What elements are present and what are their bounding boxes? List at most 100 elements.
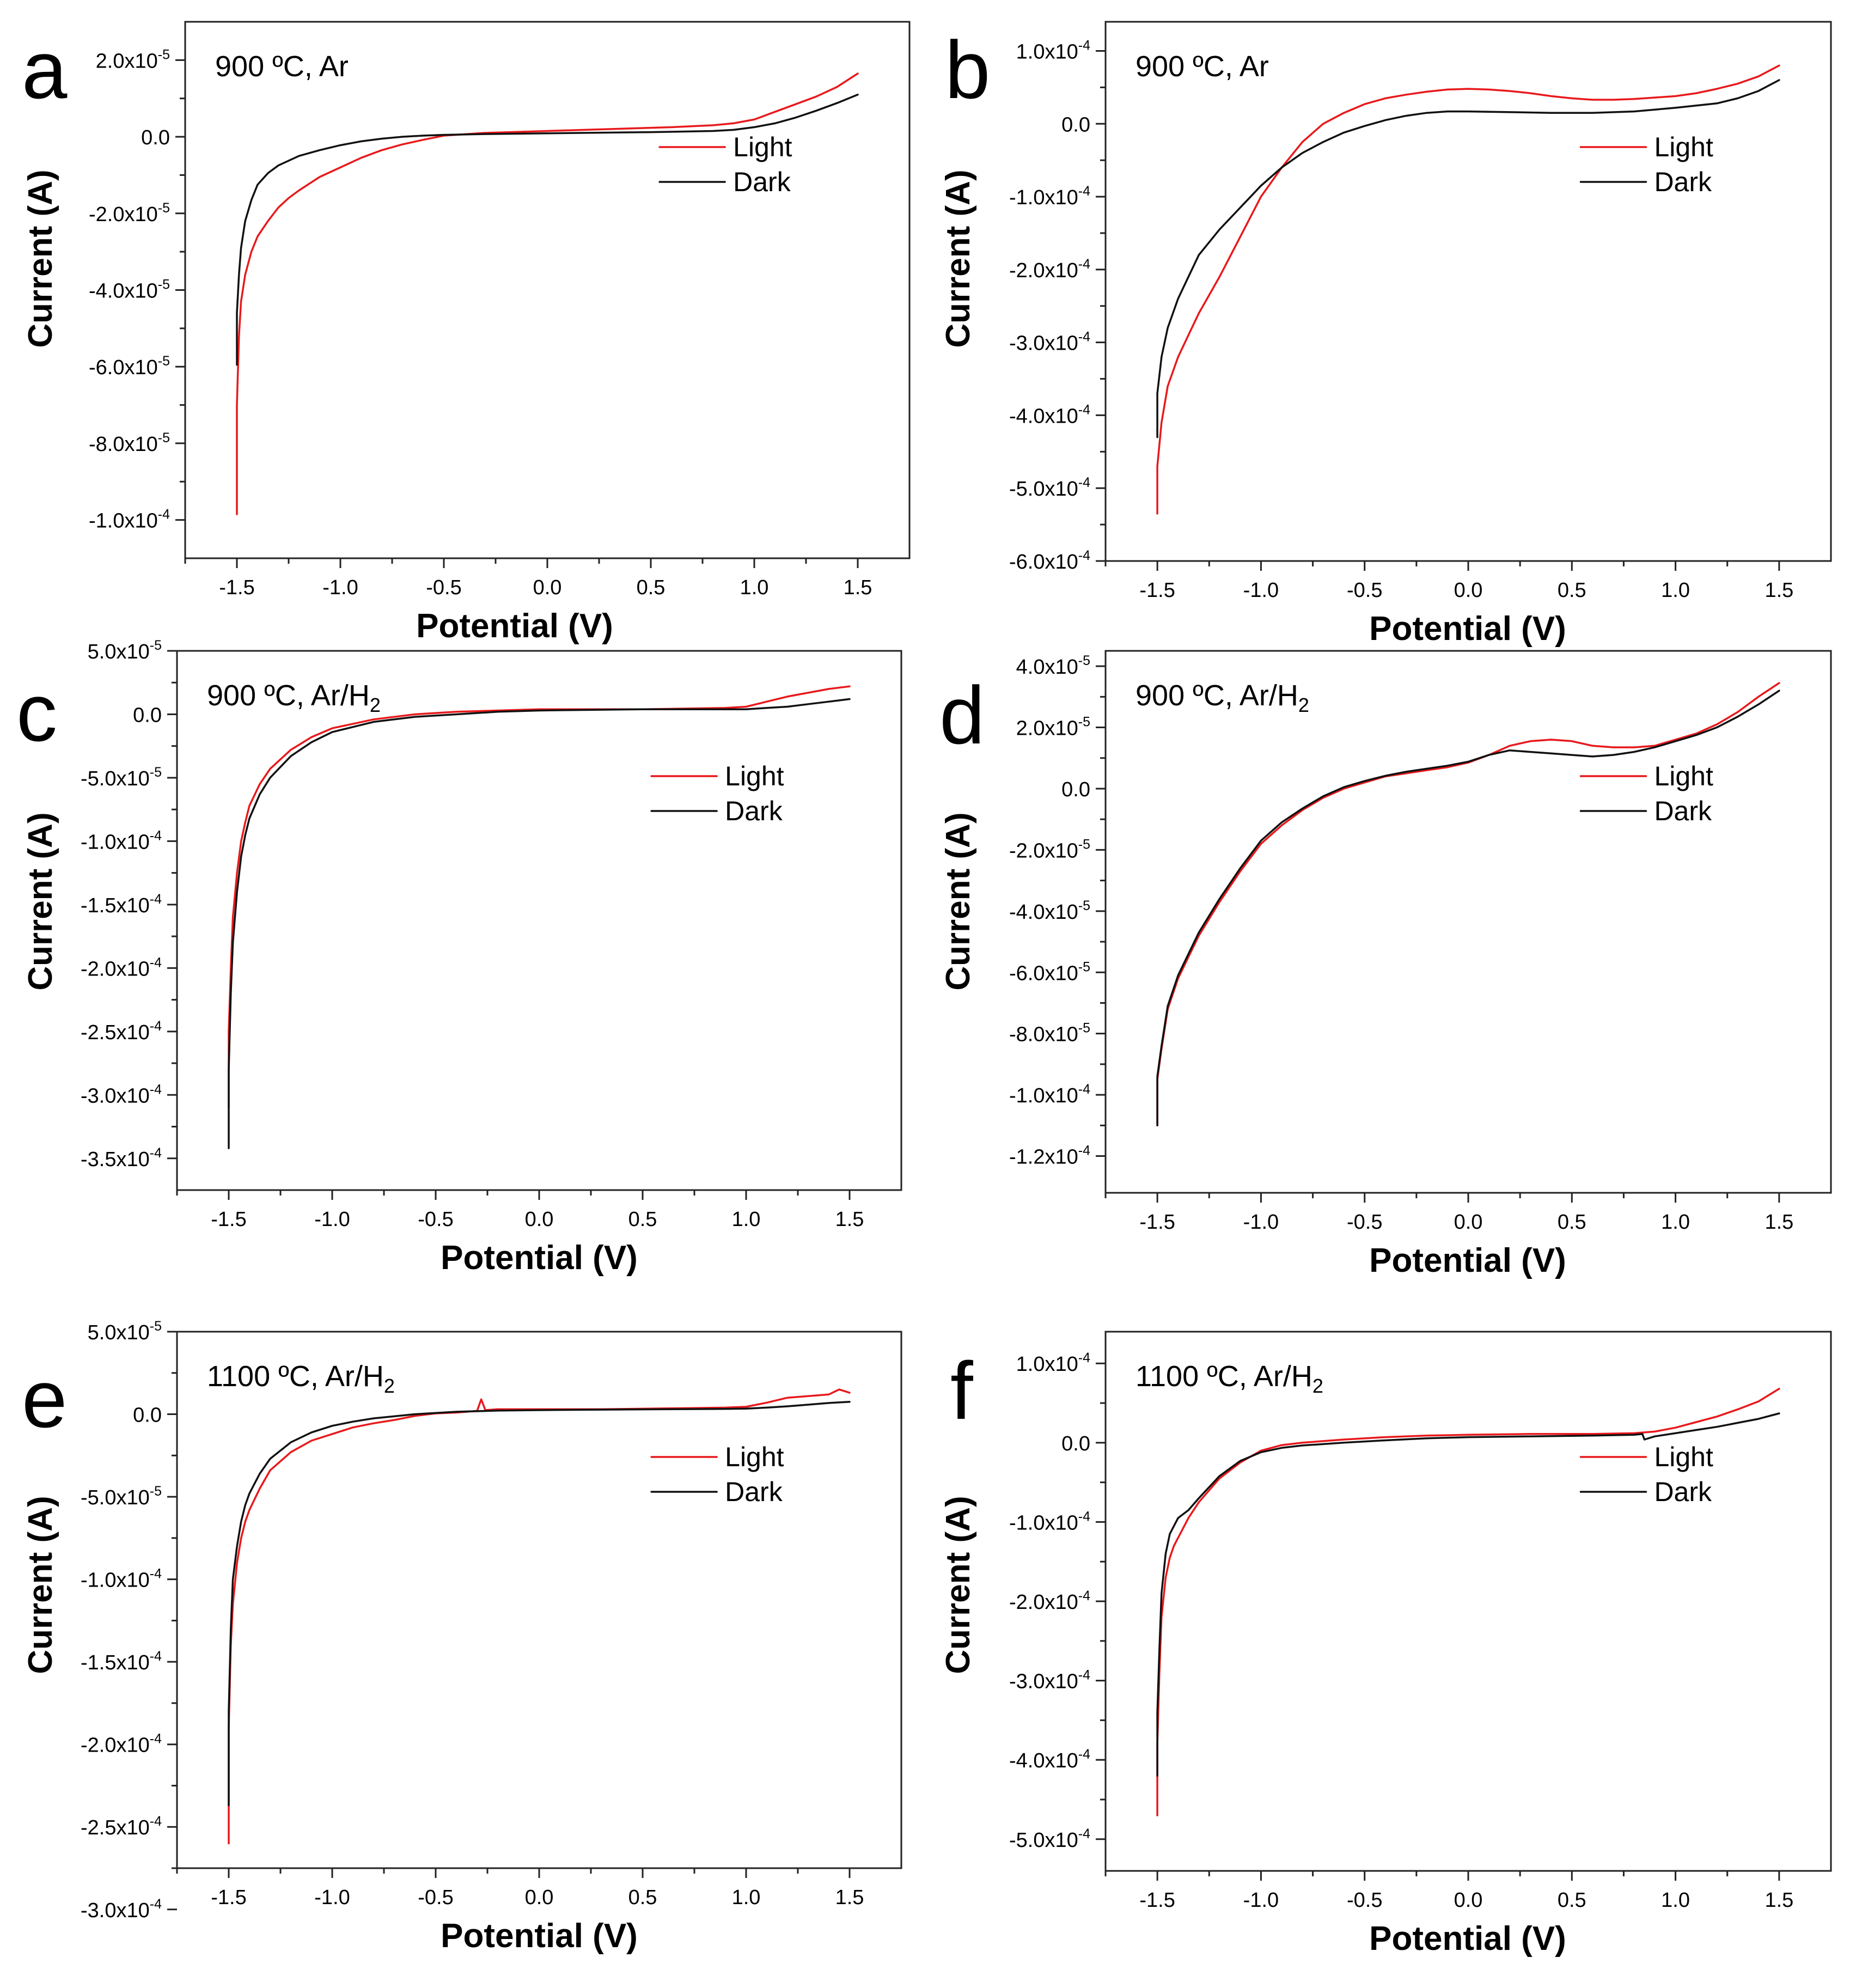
x-tick-label: -0.5 [418, 1886, 453, 1909]
x-tick-label: 0.0 [1454, 1889, 1483, 1912]
x-tick-label: 0.0 [1454, 579, 1483, 602]
y-tick-label: -8.0x10-5 [89, 430, 170, 456]
panel-b: -1.5 -1.0 -0.5 0.0 0.5 1.0 1.5 1.0x10-4 0.0 -1.0x… [939, 21, 1832, 648]
series-dark [228, 1401, 851, 1807]
y-tick-label: -1.2x10-4 [1009, 1143, 1090, 1169]
y-axis-title: Current (A) [22, 1496, 59, 1674]
x-tick-label: 0.0 [525, 1208, 554, 1231]
legend-label-light: Light [725, 1442, 784, 1472]
panel-letter: e [22, 1353, 67, 1444]
y-axis-title: Current (A) [939, 812, 977, 990]
y-tick-label: 0.0 [133, 1404, 162, 1427]
x-tick-label: 0.5 [628, 1886, 657, 1909]
legend-label-light: Light [1654, 132, 1713, 162]
series-light [1156, 682, 1780, 1127]
x-tick-label: -1.5 [1139, 1211, 1175, 1234]
y-tick-label: -5.0x10-5 [81, 765, 162, 790]
legend-label-dark: Dark [1654, 1477, 1712, 1507]
x-tick-label: 0.0 [1454, 1211, 1483, 1234]
y-tick-label: -5.0x10-5 [81, 1484, 162, 1509]
y-tick-label: -8.0x10-5 [1009, 1021, 1090, 1046]
condition-annotation: 900 ºC, Ar [215, 50, 349, 83]
x-tick-label: 1.0 [1661, 1211, 1690, 1234]
y-tick-label: 0.0 [133, 704, 162, 727]
x-tick-label: -1.0 [314, 1208, 350, 1231]
x-tick-label: -1.0 [322, 576, 358, 599]
y-tick-label: -2.0x10-5 [89, 200, 170, 226]
y-tick-label: -2.0x10-4 [1009, 1588, 1090, 1614]
x-tick-label: -1.5 [211, 1208, 246, 1231]
y-tick-label: -1.5x10-4 [81, 892, 162, 917]
y-tick-label: -6.0x10-5 [1009, 959, 1090, 985]
x-tick-label: -1.5 [1139, 1889, 1175, 1912]
legend-label-dark: Dark [1654, 796, 1712, 826]
x-tick-label: 1.0 [1661, 1889, 1690, 1912]
series-dark [236, 93, 859, 366]
x-tick-label: 1.5 [844, 576, 872, 599]
series-light [1156, 1388, 1780, 1816]
y-tick-label: -1.0x10-4 [1009, 184, 1090, 209]
condition-annotation: 1100 ºC, Ar/H2 [1135, 1360, 1323, 1397]
y-tick-label: -3.5x10-4 [81, 1145, 162, 1171]
x-tick-label: 1.5 [1765, 1889, 1793, 1912]
x-axis-title: Potential (V) [1369, 610, 1566, 648]
x-axis-title: Potential (V) [441, 1917, 638, 1955]
x-tick-label: -0.5 [418, 1208, 453, 1231]
plot-frame [1104, 650, 1832, 1194]
x-axis-title: Potential (V) [441, 1239, 638, 1277]
x-tick-label: -1.0 [1243, 1211, 1279, 1234]
y-tick-label: -3.0x10-4 [81, 1082, 162, 1107]
x-tick-label: 1.5 [1765, 1211, 1793, 1234]
y-axis-title: Current (A) [939, 1496, 977, 1674]
panel-letter: d [939, 669, 985, 761]
y-tick-label: -2.5x10-4 [81, 1019, 162, 1044]
x-tick-label: 1.5 [835, 1208, 864, 1231]
legend-label-light: Light [733, 132, 792, 162]
condition-annotation: 900 ºC, Ar [1135, 50, 1269, 83]
series-dark [1156, 690, 1780, 1127]
series-dark [1156, 1412, 1780, 1777]
y-tick-label: 0.0 [1061, 113, 1090, 136]
x-tick-label: -1.0 [1243, 579, 1279, 602]
y-axis-title: Current (A) [22, 169, 59, 347]
x-tick-label: -1.5 [211, 1886, 246, 1909]
y-axis-title: Current (A) [939, 169, 977, 347]
y-tick-label: 2.0x10-5 [1016, 715, 1090, 740]
legend-label-dark: Dark [725, 796, 783, 826]
y-tick-label: -1.0x10-4 [81, 828, 162, 853]
y-tick-label: -3.0x10-4 [1009, 330, 1090, 355]
x-tick-label: 0.0 [525, 1886, 554, 1909]
condition-annotation: 1100 ºC, Ar/H2 [207, 1360, 395, 1397]
plot-frame [1104, 1331, 1832, 1872]
panel-letter: a [22, 24, 68, 115]
x-tick-label: -0.5 [1347, 1889, 1382, 1912]
x-tick-label: -0.5 [426, 576, 461, 599]
x-tick-label: -0.5 [1347, 1211, 1382, 1234]
x-axis-title: Potential (V) [416, 607, 613, 645]
y-tick-label: -2.0x10-4 [1009, 257, 1090, 282]
panel-a: -1.5 -1.0 -0.5 0.0 0.5 1.0 1.5 2.0x10-5 0.0 -2.0x… [22, 21, 911, 645]
y-tick-label: -3.0x10-4 [1009, 1668, 1090, 1693]
y-tick-label: 1.0x10-4 [1016, 1350, 1090, 1376]
y-tick-label: -6.0x10-4 [1009, 548, 1090, 574]
legend-label-dark: Dark [725, 1477, 783, 1507]
x-axis-title: Potential (V) [1369, 1920, 1566, 1957]
y-tick-label: -5.0x10-4 [1009, 475, 1090, 501]
x-tick-label: 0.5 [628, 1208, 657, 1231]
y-tick-label: 5.0x10-5 [88, 1319, 162, 1344]
panel-d: -1.5 -1.0 -0.5 0.0 0.5 1.0 1.5 4.0x10-5 2.0x10-5… [939, 650, 1832, 1279]
x-tick-label: -1.0 [1243, 1889, 1279, 1912]
plot-frame [176, 650, 902, 1191]
legend-label-dark: Dark [1654, 167, 1712, 197]
y-tick-label: 2.0x10-5 [96, 47, 170, 72]
y-tick-label: -1.0x10-4 [89, 507, 170, 533]
panel-letter: f [950, 1345, 973, 1436]
y-tick-label: -1.0x10-4 [1009, 1082, 1090, 1107]
panel-e: -1.5 -1.0 -0.5 0.0 0.5 1.0 1.5 5.0x10-5 0.0 -5.0x… [22, 1319, 902, 1955]
y-tick-label: -4.0x10-5 [89, 277, 170, 303]
y-tick-label: -5.0x10-4 [1009, 1826, 1090, 1852]
legend-label-light: Light [1654, 1442, 1713, 1472]
series-light [228, 1388, 851, 1845]
y-tick-label: -1.5x10-4 [81, 1649, 162, 1674]
y-axis-title: Current (A) [22, 812, 59, 990]
